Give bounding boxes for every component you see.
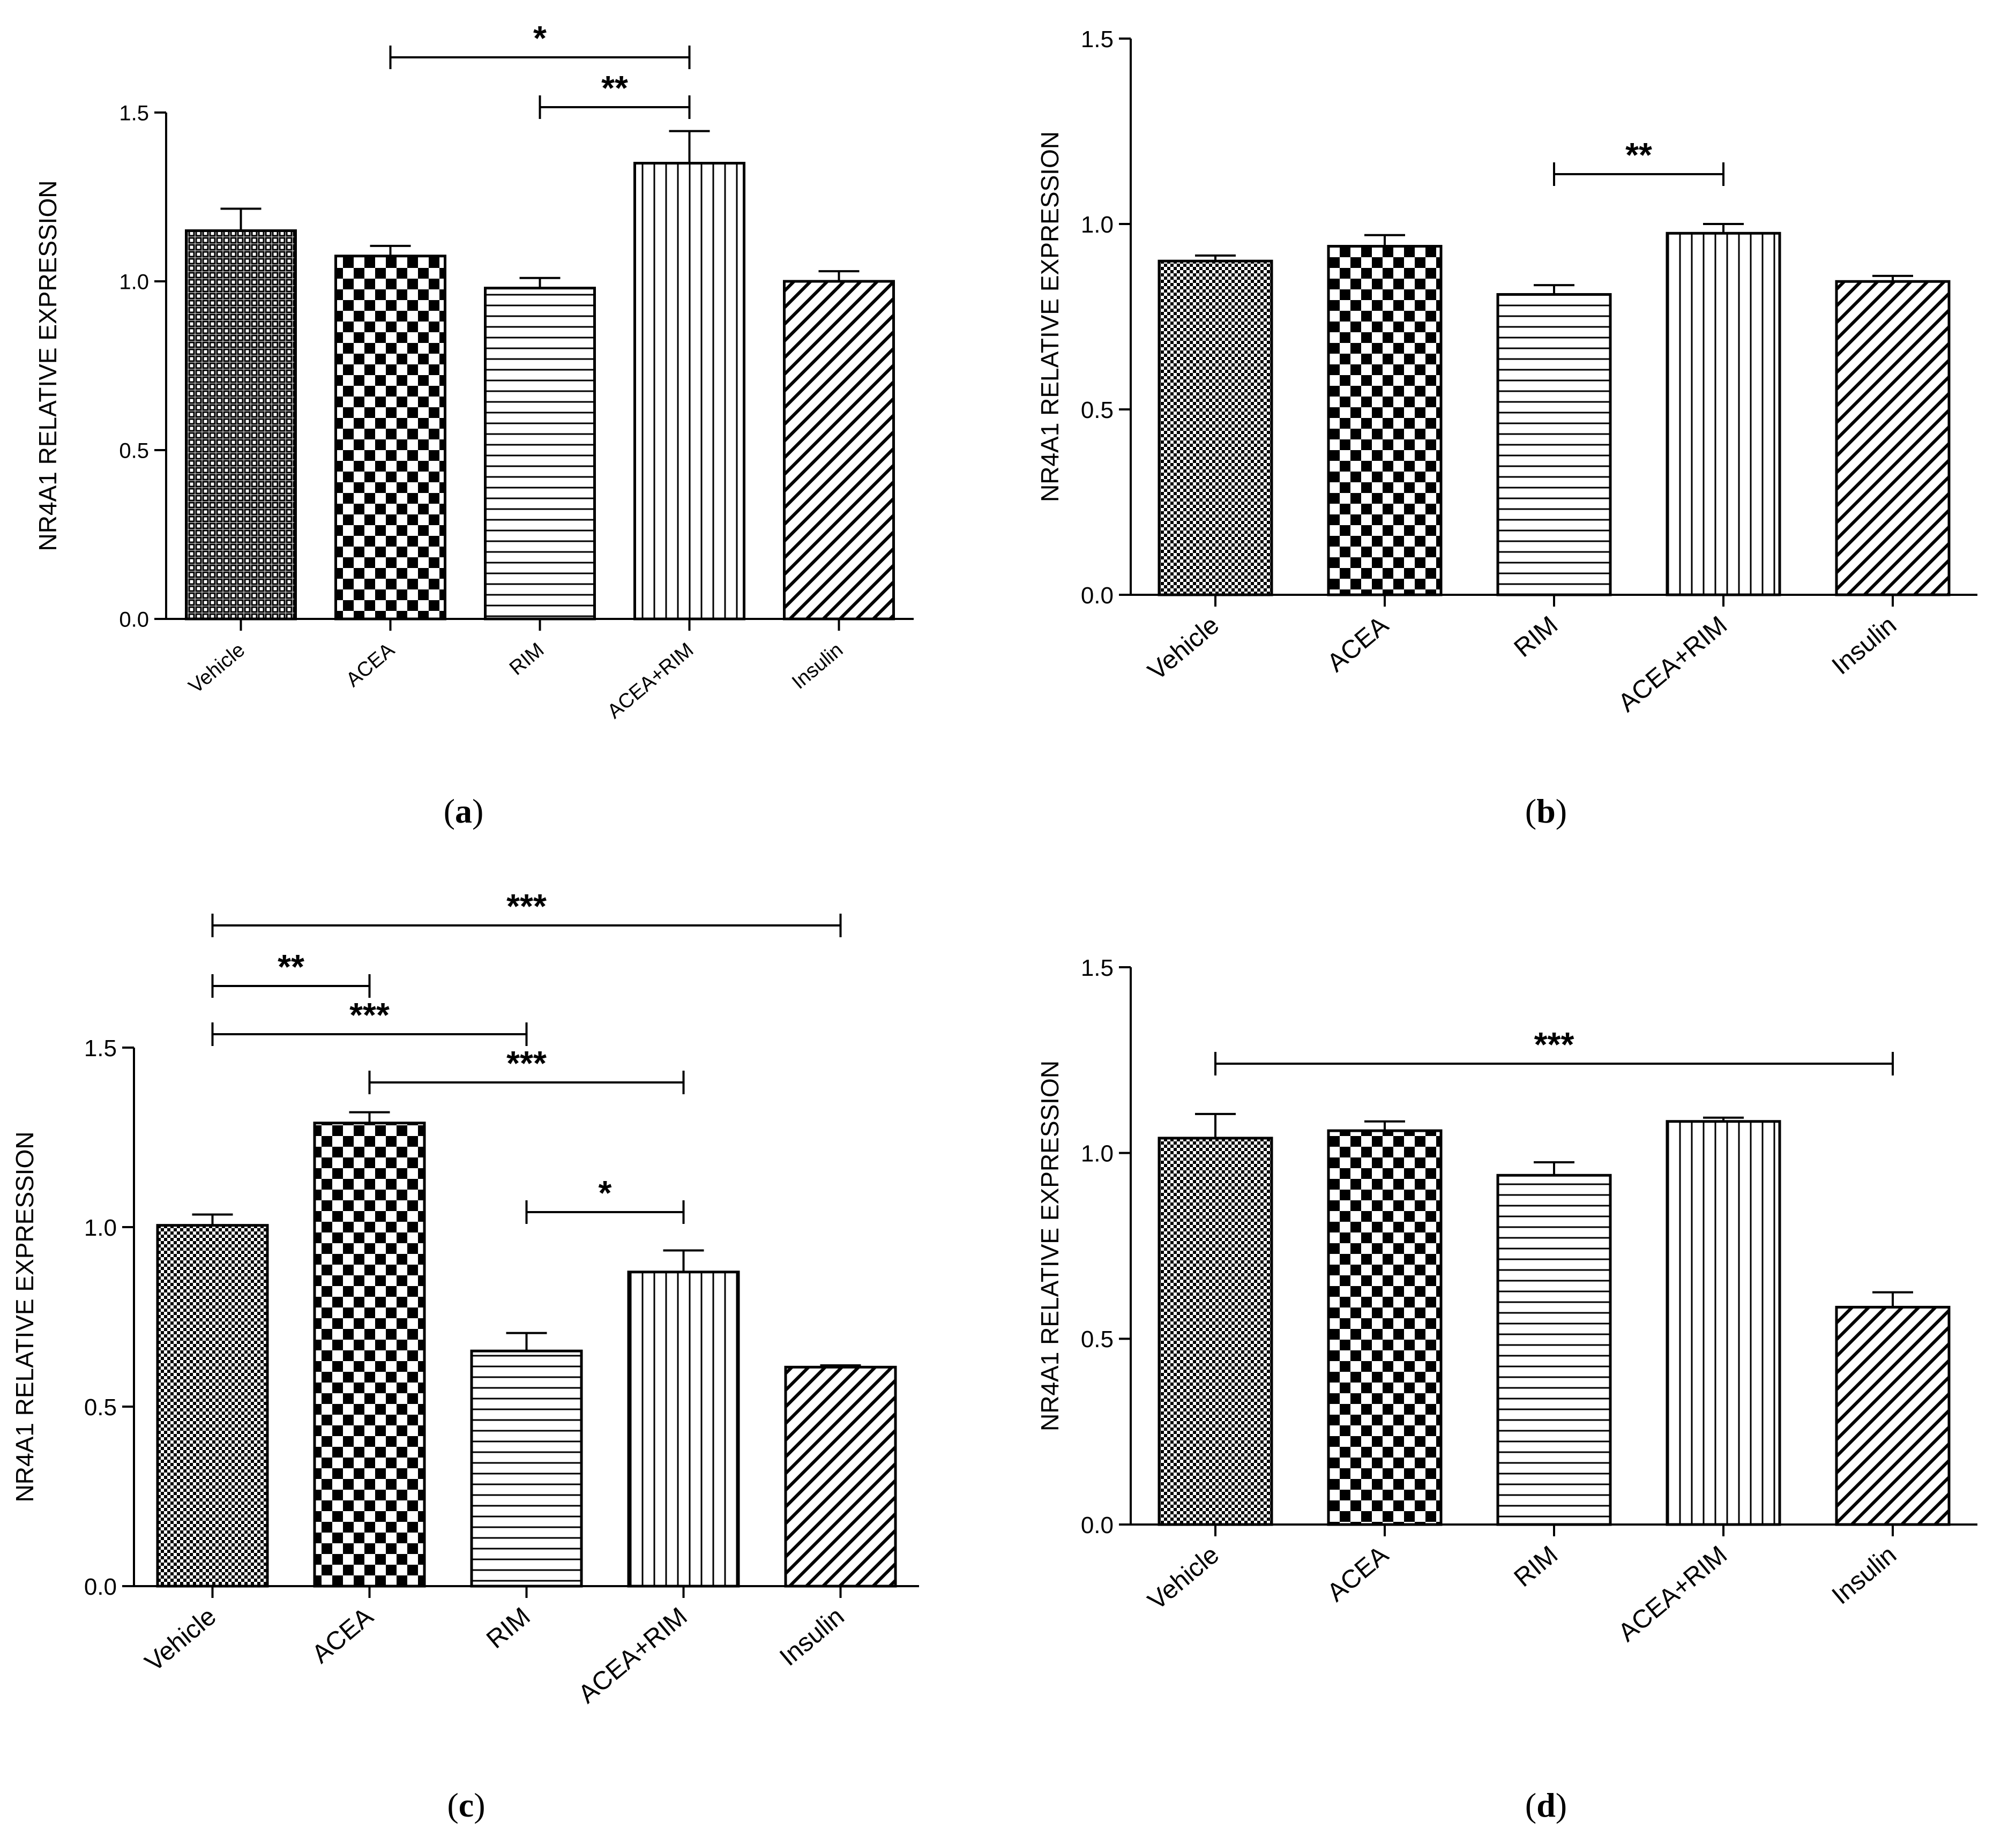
x-tick-label: ACEA [1322,1541,1394,1608]
bar-acea-rim [1666,231,1781,596]
x-tick-label: ACEA [1322,611,1394,678]
y-tick-label: 0.5 [1081,1326,1114,1353]
panel-a: 0.0 0.5 1.0 1.5 NR4A1 RELATIVE EXPRESSION Veh… [34,19,914,830]
significance-label: *** [1534,1025,1574,1064]
y-axis-label: NR4A1 RELATIVE EXPRESSION [1036,131,1064,502]
panel-d: 0.0 0.5 1.0 1.5 NR4A1 RELATIVE EXPRESSION Veh… [1036,955,1977,1824]
bar-acea [334,255,446,621]
bar-rim [1496,1174,1612,1526]
significance-label: * [599,1174,612,1212]
significance-label: *** [506,1044,547,1082]
x-tick-label: RIM [1509,1541,1563,1593]
y-tick-label: 1.0 [84,1215,117,1241]
x-tick-label: Vehicle [140,1602,222,1677]
bar-insulin [784,1365,897,1588]
x-tick-label: Insulin [788,639,847,694]
y-tick-label: 1.5 [119,101,149,125]
y-tick-label: 0.5 [84,1394,117,1421]
bar-rim [1496,293,1612,596]
y-tick-label: 1.0 [119,270,149,294]
x-tick-label: RIM [481,1602,535,1654]
y-tick-label: 1.5 [1081,955,1114,981]
y-tick-label: 1.5 [1081,26,1114,53]
y-axis-label: NR4A1 RELATIVE EXPRESSION [11,1132,39,1503]
bar-acea [313,1122,426,1588]
significance-label: *** [506,887,547,925]
bar-acea [1327,1129,1443,1526]
x-tick-label: RIM [505,639,548,680]
x-tick-label: ACEA+RIM [573,1602,692,1709]
x-tick-label: ACEA+RIM [1613,611,1733,718]
y-tick-label: 1.5 [84,1035,117,1062]
significance-label: * [533,19,547,57]
bar-rim [484,287,596,621]
bar-vehicle [1158,1137,1273,1526]
y-tick-label: 0.0 [84,1574,117,1600]
panel-b: 0.0 0.5 1.0 1.5 NR4A1 RELATIVE EXPRESSION Veh… [1036,26,1977,830]
bar-acea [1327,245,1443,596]
x-tick-label: ACEA+RIM [603,639,698,723]
y-axis-label: NR4A1 RELATIVE EXPRESSION [34,181,62,551]
y-tick-label: 0.5 [119,439,149,462]
significance-label: *** [349,996,390,1034]
significance-label: ** [1625,136,1652,174]
bar-insulin [1835,280,1951,596]
panel-label: (a) [444,792,484,830]
x-tick-label: Insulin [1827,1541,1902,1610]
x-tick-label: ACEA [342,638,399,691]
y-tick-label: 1.0 [1081,1141,1114,1167]
x-tick-label: RIM [1509,611,1563,663]
panel-label: (d) [1525,1786,1567,1824]
x-tick-label: ACEA+RIM [1613,1541,1733,1647]
bar-vehicle [1158,259,1273,596]
panels-root: 0.0 0.5 1.0 1.5 NR4A1 RELATIVE EXPRESSION Veh… [11,19,1977,1824]
panel-label: (b) [1525,792,1567,830]
significance-label: ** [278,947,304,986]
y-tick-label: 0.5 [1081,397,1114,423]
bar-rim [470,1349,583,1588]
x-tick-label: ACEA [307,1602,378,1669]
bar-acea-rim [1666,1120,1781,1526]
bar-acea-rim [633,162,745,621]
x-tick-label: Vehicle [1143,1541,1224,1616]
y-axis-label: NR4A1 RELATIVE EXPRESSION [1036,1060,1064,1431]
y-tick-label: 1.0 [1081,212,1114,238]
x-tick-label: Vehicle [1143,611,1224,686]
bar-vehicle [185,229,297,621]
panel-label: (c) [447,1786,485,1824]
bar-insulin [1835,1305,1951,1526]
significance-label: ** [601,69,628,107]
x-tick-label: Insulin [774,1602,849,1672]
x-tick-label: Vehicle [184,639,249,698]
bar-acea-rim [627,1271,740,1588]
x-tick-label: Insulin [1827,611,1902,681]
y-tick-label: 0.0 [1081,582,1114,609]
bar-insulin [783,280,895,621]
panel-c: 0.0 0.5 1.0 1.5 NR4A1 RELATIVE EXPRESSION Veh… [11,887,919,1824]
bar-vehicle [156,1224,269,1588]
y-tick-label: 0.0 [119,608,149,631]
y-tick-label: 0.0 [1081,1512,1114,1538]
